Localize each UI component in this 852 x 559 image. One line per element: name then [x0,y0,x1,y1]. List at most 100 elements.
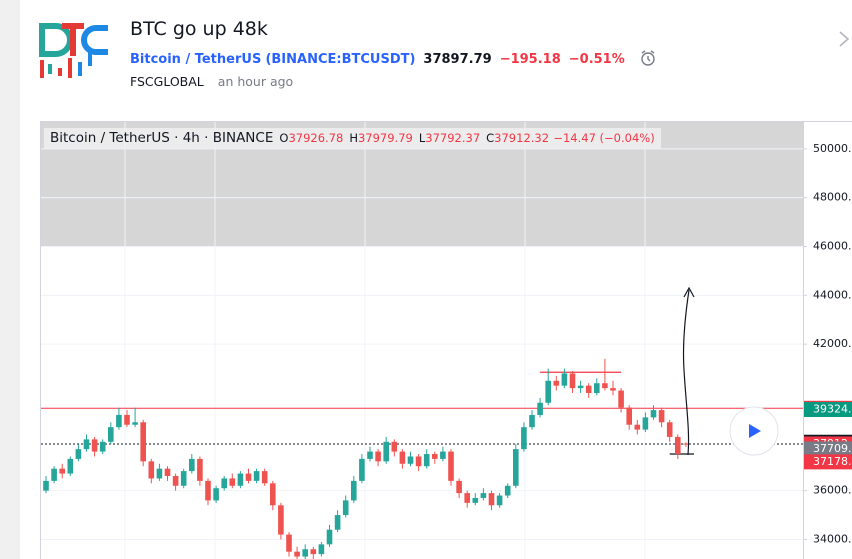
y-tick-label: 50000.0 [813,142,852,155]
candle-body [172,475,179,486]
candle-body [148,461,155,479]
author-logo [39,23,108,78]
candle-body [618,390,624,408]
candle-body [124,414,130,425]
idea-meta: FSCGLOBAL an hour ago [130,74,293,89]
price-label: 37178.9 [813,455,852,468]
candle-body [367,451,373,459]
author[interactable]: FSCGLOBAL [130,74,204,89]
candle-body [245,473,252,481]
play-icon[interactable] [749,424,761,438]
candle-body [577,385,584,389]
candle-body [610,388,616,391]
candle-body [521,427,527,450]
alert-icon[interactable] [639,50,657,66]
y-tick-label: 36000.0 [813,484,852,497]
candle-body [472,497,479,503]
price-label-box [804,441,852,457]
candle-body [189,458,195,472]
drawn-arrow [682,289,690,456]
candle-body [602,383,608,389]
symbol-info: Bitcoin / TetherUS (BINANCE:BTCUSDT) 3789… [130,50,657,67]
candle-body [59,468,65,474]
legend-key: C [486,131,495,145]
candle-body [205,480,211,501]
candle-body [496,495,503,506]
candle-body [537,402,543,415]
candle-body [423,454,430,467]
candle-body [164,468,171,476]
published-time: an hour ago [217,74,294,89]
candle-body [302,549,308,557]
candle-body [229,478,236,486]
candle-body [626,407,632,425]
candle-body [464,493,470,503]
candle-body [553,380,560,386]
legend-value: 37792.37 [425,131,481,145]
chart-frame [40,121,852,559]
y-tick-label: 48000.0 [813,191,852,204]
candle-body [391,441,398,452]
candle-body [221,478,227,489]
symbol-link[interactable]: Bitcoin / TetherUS [130,52,262,67]
candle-body [270,483,276,506]
candle-body [634,424,641,430]
candle-body [383,441,389,462]
plot-area [41,122,803,559]
legend-key: H [349,131,358,145]
candle-body [83,439,90,450]
candle-body [504,485,511,496]
candle-body [132,422,138,425]
candle-body [310,549,317,555]
candle-body [480,493,487,498]
y-tick-label: 46000.0 [813,240,852,253]
candle-body [675,436,681,455]
idea-title[interactable]: BTC go up 48k [130,18,268,40]
candle-body [488,493,495,506]
candle-body [334,515,341,530]
candle-body [432,454,438,459]
legend-key: O [279,131,289,145]
legend-key: L [418,131,426,145]
price-change: −195.18 [499,52,561,67]
candle-body [407,456,414,464]
candle-body [513,449,519,486]
candle-body [318,544,325,555]
candle-body [561,373,568,386]
candle-body [75,449,82,459]
candle-body [261,471,268,484]
price-label-box [804,454,852,470]
price-label: 37709.6 [813,442,852,455]
candle-body [140,422,146,462]
candle-body [569,373,576,389]
candle-body [399,451,406,464]
candle-body [650,410,657,418]
candle-body [156,468,163,479]
candle-body [585,385,592,393]
legend-value: 37912.32 [494,131,550,145]
candle-body [116,414,122,428]
candle-body [99,441,106,452]
candle-body [51,468,57,481]
candle-body [326,529,333,545]
y-tick-label: 44000.0 [813,288,852,301]
y-tick-label: 42000.0 [813,337,852,350]
legend-symbol: Bitcoin / TetherUS · 4h · BINANCE [50,130,274,146]
drawn-arrow-head [683,286,695,298]
candle-body [359,458,365,481]
next-arrow[interactable] [838,30,852,48]
price-change-pct: −0.51% [568,52,625,67]
exchange-link[interactable]: (BINANCE:BTCUSDT) [265,52,416,67]
price-label-box [804,401,852,417]
candle-body [658,410,665,423]
candle-body [286,534,292,552]
candle-body [666,422,673,437]
candle-body [278,505,284,535]
chart-legend: Bitcoin / TetherUS · 4h · BINANCE O37926.… [44,128,661,149]
candle-body [67,458,74,474]
candle-body [683,443,689,445]
last-price: 37897.79 [423,52,492,67]
candle-body [342,500,349,516]
